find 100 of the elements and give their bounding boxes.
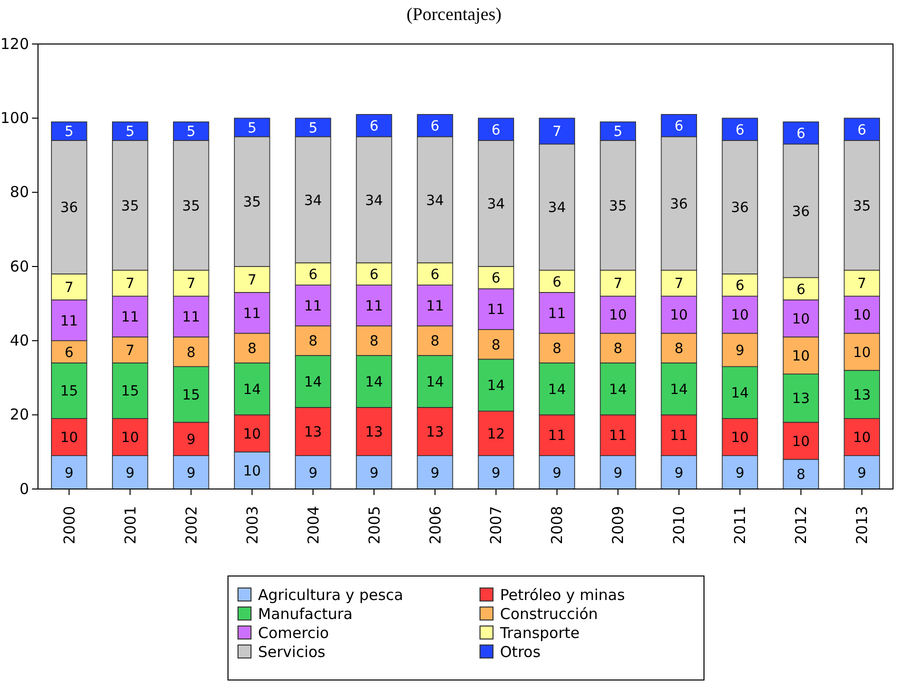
data-label: 36 (60, 200, 78, 216)
data-label: 15 (182, 387, 200, 404)
x-tick-label: 2013 (853, 506, 872, 544)
data-label: 11 (365, 298, 383, 314)
x-tick-label: 2000 (60, 506, 78, 544)
data-label: 10 (852, 308, 871, 324)
data-label: 6 (796, 126, 806, 142)
x-tick-label: 2004 (304, 506, 322, 544)
y-tick-label: 20 (10, 406, 29, 424)
data-label: 10 (60, 430, 78, 446)
data-label: 35 (243, 194, 261, 211)
data-label: 12 (487, 426, 505, 442)
x-tick-label: 2005 (365, 506, 384, 544)
data-label: 7 (857, 276, 866, 292)
data-label: 9 (614, 465, 622, 482)
x-tick-label: 2007 (487, 506, 506, 544)
data-label: 13 (304, 424, 322, 441)
data-label: 35 (609, 198, 627, 214)
data-label: 11 (182, 310, 200, 326)
data-label: 13 (792, 391, 810, 408)
data-label: 5 (614, 124, 622, 140)
data-label: 10 (852, 430, 871, 446)
data-label: 8 (492, 337, 500, 354)
data-label: 11 (426, 298, 444, 314)
data-label: 7 (126, 276, 135, 292)
data-label: 10 (731, 308, 749, 324)
data-label: 6 (796, 282, 806, 298)
data-label: 35 (121, 198, 139, 214)
data-label: 6 (857, 122, 866, 138)
data-label: 11 (609, 428, 627, 444)
data-label: 6 (674, 118, 684, 135)
data-label: 11 (670, 428, 688, 444)
data-label: 11 (60, 313, 78, 330)
data-label: 15 (121, 384, 139, 400)
data-label: 6 (370, 118, 379, 135)
y-tick-label: 100 (0, 108, 29, 127)
data-label: 9 (430, 465, 440, 482)
data-label: 9 (552, 465, 562, 482)
data-label: 10 (792, 348, 810, 364)
data-label: 14 (487, 378, 505, 394)
data-label: 11 (304, 298, 322, 314)
data-label: 13 (426, 424, 444, 441)
data-label: 5 (248, 120, 257, 136)
data-label: 6 (308, 266, 318, 283)
x-tick-label: 2012 (792, 506, 810, 544)
data-label: 13 (852, 387, 871, 404)
data-label: 7 (186, 276, 196, 292)
data-label: 5 (308, 120, 318, 136)
data-label: 6 (492, 122, 501, 138)
data-label: 34 (365, 192, 384, 209)
x-tick-label: 2011 (731, 506, 750, 544)
x-tick-label: 2008 (548, 506, 566, 544)
data-label: 7 (552, 124, 562, 140)
data-label: 5 (186, 124, 196, 140)
data-label: 10 (731, 430, 749, 446)
data-label: 8 (308, 334, 318, 350)
data-label: 8 (370, 334, 378, 350)
x-tick-label: 2002 (182, 506, 200, 544)
data-label: 11 (243, 306, 261, 322)
legend-label: Manufactura (258, 605, 353, 623)
data-label: 10 (609, 308, 627, 324)
data-label: 9 (674, 465, 684, 482)
data-label: 34 (487, 196, 505, 212)
data-label: 13 (365, 424, 383, 441)
x-tick-label: 2009 (609, 506, 628, 544)
data-label: 9 (857, 465, 866, 482)
data-label: 9 (308, 465, 318, 482)
data-label: 11 (487, 302, 505, 318)
data-label: 11 (548, 428, 566, 444)
data-label: 6 (552, 274, 562, 290)
data-label: 7 (614, 276, 622, 292)
data-label: 10 (121, 430, 139, 446)
data-label: 34 (548, 200, 566, 216)
data-label: 5 (64, 124, 74, 140)
data-label: 9 (126, 465, 135, 482)
data-label: 9 (492, 465, 500, 482)
data-label: 14 (365, 374, 384, 390)
data-label: 9 (186, 432, 196, 448)
data-label: 14 (548, 382, 566, 398)
data-label: 7 (248, 272, 257, 288)
data-label: 35 (182, 198, 200, 214)
y-tick-label: 80 (10, 183, 29, 202)
data-label: 36 (731, 200, 749, 216)
legend-label: Transporte (499, 624, 580, 642)
y-tick-label: 120 (0, 34, 29, 53)
legend-label: Construcción (500, 605, 598, 623)
data-label: 11 (548, 306, 566, 322)
x-tick-label: 2001 (121, 506, 140, 544)
y-tick-label: 0 (19, 480, 29, 498)
data-label: 9 (735, 465, 744, 482)
data-label: 10 (243, 426, 261, 442)
data-label: 14 (731, 386, 749, 402)
legend-label: Comercio (258, 624, 329, 642)
data-label: 8 (248, 341, 257, 358)
data-label: 10 (670, 308, 688, 324)
data-label: 10 (792, 434, 810, 450)
data-label: 7 (64, 280, 74, 296)
data-label: 14 (243, 382, 262, 398)
legend-label: Petróleo y minas (500, 586, 626, 604)
chart-title: (Porcentajes) (406, 4, 502, 24)
